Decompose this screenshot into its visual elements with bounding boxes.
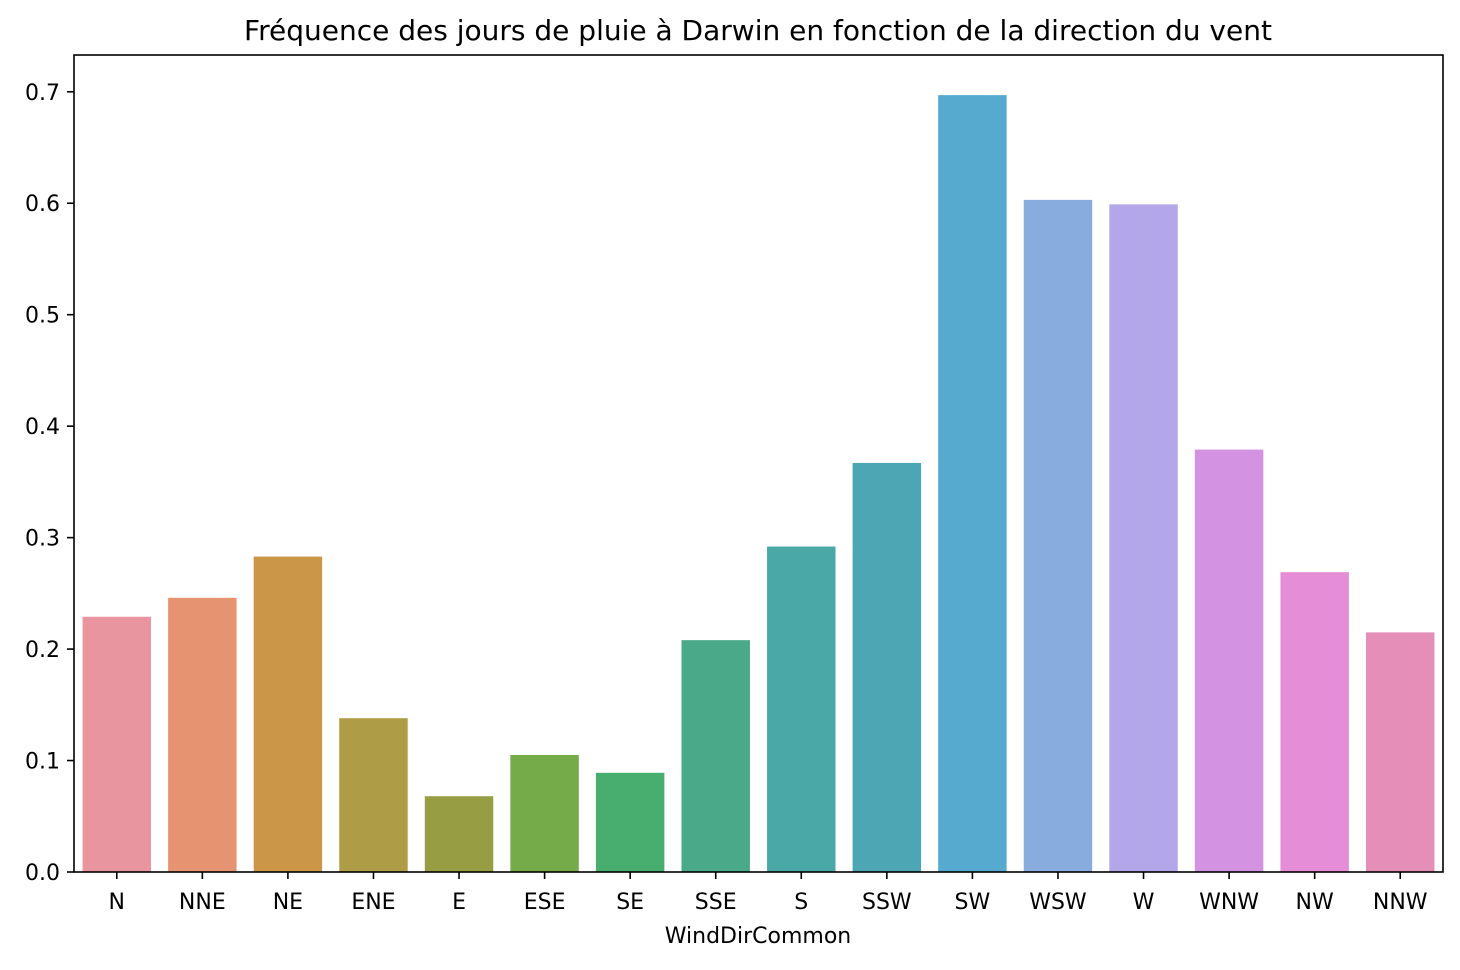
bar-n <box>82 616 152 872</box>
plot-frame <box>73 54 1444 873</box>
x-tick-label-sse: SSE <box>695 890 737 915</box>
bar-se <box>595 772 665 872</box>
x-tick-label-ssw: SSW <box>862 890 912 915</box>
y-tick-label: 0.3 <box>25 527 60 552</box>
x-tick-label-nw: NW <box>1296 890 1334 915</box>
x-tick-label-w: W <box>1133 890 1155 915</box>
bar-ene <box>339 718 408 872</box>
y-tick-label: 0.4 <box>25 415 60 440</box>
bar-nw <box>1280 572 1349 872</box>
bar-sse <box>681 640 750 872</box>
x-tick-label-s: S <box>794 890 808 915</box>
x-tick-label-n: N <box>109 890 125 915</box>
bar-wsw <box>1023 199 1093 872</box>
x-tick-label-ene: ENE <box>351 890 395 915</box>
bar-nne <box>168 597 237 872</box>
x-tick-label-wsw: WSW <box>1029 890 1087 915</box>
y-tick-label: 0.6 <box>25 192 60 217</box>
x-tick-label-ne: NE <box>273 890 303 915</box>
bar-nnw <box>1365 632 1435 872</box>
bars-group <box>82 95 1435 873</box>
x-tick-label-e: E <box>452 890 466 915</box>
bar-e <box>424 796 494 872</box>
y-tick-label: 0.2 <box>25 638 60 663</box>
y-tick-label: 0.1 <box>25 750 60 775</box>
bar-s <box>767 546 836 872</box>
y-axis: 0.0 0.1 0.2 0.3 0.4 0.5 0.6 0.7 <box>25 81 74 886</box>
x-tick-label-wnw: WNW <box>1199 890 1259 915</box>
x-tick-label-nne: NNE <box>179 890 226 915</box>
bar-wnw <box>1194 449 1264 872</box>
bar-sw <box>938 95 1007 872</box>
chart-title: Fréquence des jours de pluie à Darwin en… <box>244 14 1272 47</box>
x-axis: N NNE NE ENE E ESE SE SSE S SSW SW WSW W WNW NW NNW <box>109 872 1428 915</box>
bar-w <box>1109 204 1178 873</box>
x-tick-label-sw: SW <box>955 890 991 915</box>
bar-ssw <box>852 462 922 872</box>
x-tick-label-se: SE <box>616 890 644 915</box>
x-axis-label: WindDirCommon <box>665 924 851 949</box>
x-tick-label-nnw: NNW <box>1373 890 1428 915</box>
y-tick-label: 0.5 <box>25 304 60 329</box>
y-tick-label: 0.7 <box>25 81 60 106</box>
bar-ese <box>510 754 579 872</box>
y-tick-label: 0.0 <box>25 861 60 886</box>
bar-ne <box>253 556 323 872</box>
x-tick-label-ese: ESE <box>524 890 566 915</box>
